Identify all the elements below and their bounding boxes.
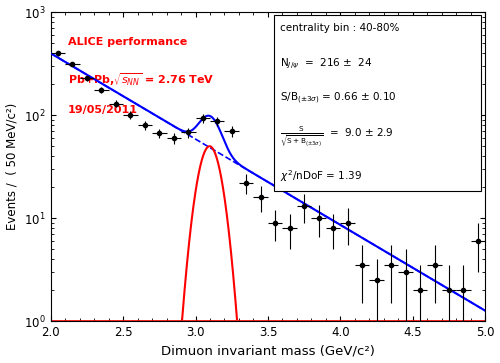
X-axis label: Dimuon invariant mass (GeV/c²): Dimuon invariant mass (GeV/c²) <box>161 344 375 358</box>
Text: $\frac{\mathrm{S}}{\sqrt{\mathrm{S+B}_{(\pm3\sigma)}}}$  =  9.0 $\pm$ 2.9: $\frac{\mathrm{S}}{\sqrt{\mathrm{S+B}_{(… <box>280 124 394 148</box>
Text: ALICE performance: ALICE performance <box>68 37 188 47</box>
Text: Pb+Pb,$\sqrt{s_{NN}}$ = 2.76 TeV: Pb+Pb,$\sqrt{s_{NN}}$ = 2.76 TeV <box>68 71 214 88</box>
Y-axis label: Events /  ( 50 MeV/c²): Events / ( 50 MeV/c²) <box>6 103 18 230</box>
Text: S/B$_{(\pm3\sigma)}$ = 0.66 $\pm$ 0.10: S/B$_{(\pm3\sigma)}$ = 0.66 $\pm$ 0.10 <box>280 90 396 106</box>
Text: $\chi^2$/nDoF = 1.39: $\chi^2$/nDoF = 1.39 <box>280 168 361 184</box>
Bar <box>274 16 481 191</box>
Text: 19/05/2011: 19/05/2011 <box>68 105 138 115</box>
Text: centrality bin : 40-80%: centrality bin : 40-80% <box>280 23 399 33</box>
Text: N$_{J/\psi}$  =  216 $\pm$  24: N$_{J/\psi}$ = 216 $\pm$ 24 <box>280 57 372 71</box>
